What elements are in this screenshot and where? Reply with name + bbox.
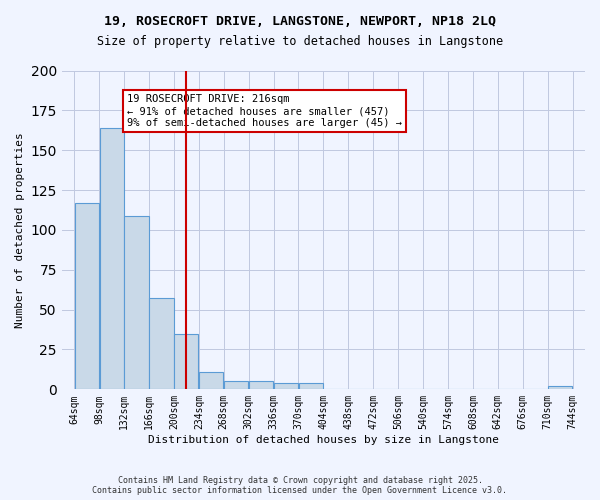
Bar <box>199 372 223 390</box>
Text: 19 ROSECROFT DRIVE: 216sqm
← 91% of detached houses are smaller (457)
9% of semi: 19 ROSECROFT DRIVE: 216sqm ← 91% of deta… <box>127 94 402 128</box>
Bar <box>249 382 273 390</box>
Bar <box>174 334 199 390</box>
Text: Size of property relative to detached houses in Langstone: Size of property relative to detached ho… <box>97 35 503 48</box>
Bar <box>149 298 173 390</box>
Text: Contains HM Land Registry data © Crown copyright and database right 2025.
Contai: Contains HM Land Registry data © Crown c… <box>92 476 508 495</box>
Bar <box>274 383 298 390</box>
Bar <box>299 383 323 390</box>
Bar <box>74 203 99 390</box>
Bar <box>548 386 572 390</box>
Bar <box>100 128 124 390</box>
X-axis label: Distribution of detached houses by size in Langstone: Distribution of detached houses by size … <box>148 435 499 445</box>
Y-axis label: Number of detached properties: Number of detached properties <box>15 132 25 328</box>
Bar <box>224 382 248 390</box>
Bar <box>124 216 149 390</box>
Text: 19, ROSECROFT DRIVE, LANGSTONE, NEWPORT, NP18 2LQ: 19, ROSECROFT DRIVE, LANGSTONE, NEWPORT,… <box>104 15 496 28</box>
